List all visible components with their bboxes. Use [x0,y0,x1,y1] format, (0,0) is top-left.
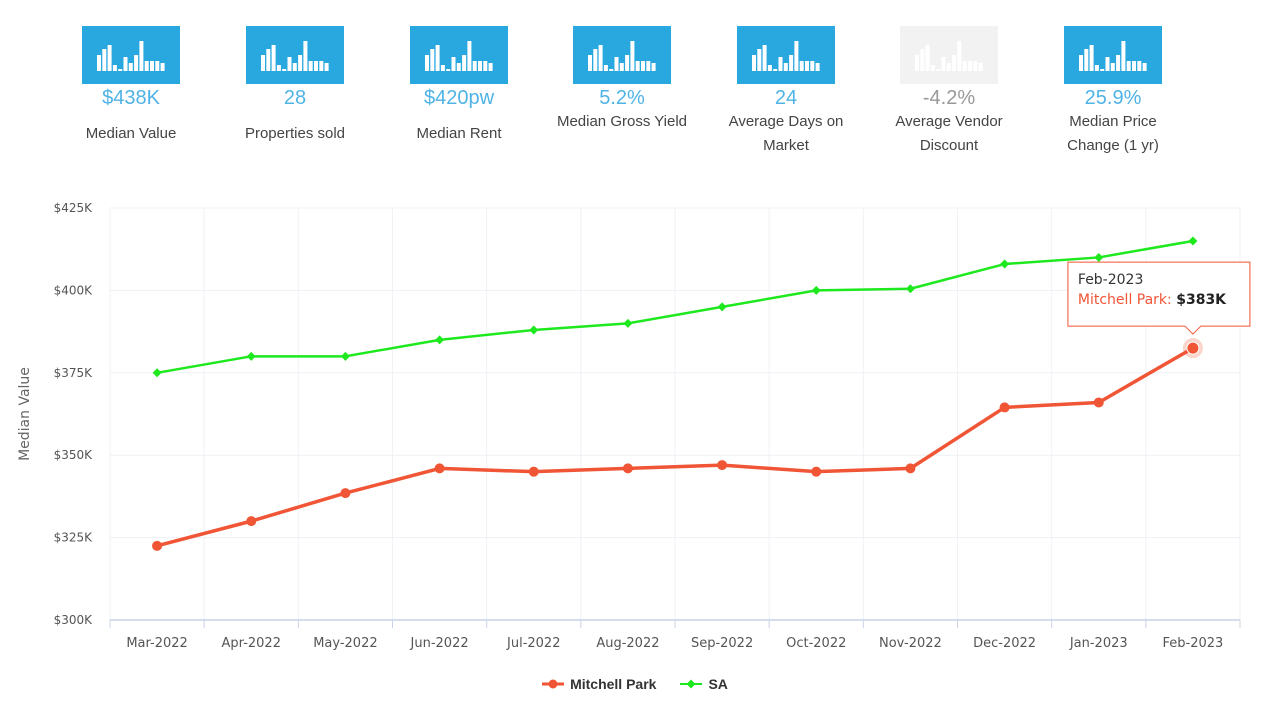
stat-value: 25.9% [1084,87,1142,109]
tooltip-box [1067,261,1251,335]
bar-chart-icon [246,26,344,84]
tooltip-value-line: Mitchell Park: $383K [1078,292,1227,308]
data-point[interactable] [1093,397,1104,408]
x-tick-label: Jul-2022 [506,636,560,651]
x-tick-label: Feb-2023 [1163,636,1224,651]
y-tick-label: $350K [54,448,94,462]
legend-marker-icon [680,679,703,689]
bar-chart-icon [1064,26,1162,84]
tooltip-series-name: Mitchell Park [1078,292,1168,308]
data-point[interactable] [999,402,1010,413]
stat-label: Average Vendor Discount [895,113,1003,154]
stat-0: $438K Median Value [51,26,211,146]
stat-label: Median Rent [416,125,502,142]
data-point[interactable] [152,540,163,551]
x-tick-label: Oct-2022 [786,636,846,651]
data-point[interactable] [623,318,633,328]
stat-label: Median Price Change (1 yr) [1067,113,1159,154]
x-tick-label: Sep-2022 [691,636,753,651]
bar-chart-icon [900,26,998,84]
x-tick-label: Dec-2022 [973,636,1036,651]
data-point[interactable] [435,335,445,345]
stat-value: 24 [774,87,798,109]
data-point[interactable] [811,285,821,295]
data-point[interactable] [246,516,257,527]
legend-item-0[interactable]: Mitchell Park [542,676,656,692]
x-tick-label: Aug-2022 [596,636,659,651]
data-point[interactable] [340,351,350,361]
stat-4: 24 Average Days on Market [706,26,866,158]
x-tick-label: Nov-2022 [879,636,942,651]
x-tick-label: May-2022 [313,636,377,651]
legend-label: Mitchell Park [570,676,657,692]
tooltip: Feb-2023 Mitchell Park: $383K [1067,261,1251,335]
data-point[interactable] [340,488,351,499]
x-tick-label: Jun-2022 [410,636,469,651]
data-point[interactable] [905,463,916,474]
x-tick-label: Apr-2022 [222,636,281,651]
chart-legend: Mitchell Park SA [0,676,1270,694]
stat-label: Properties sold [244,125,346,142]
legend-item-1[interactable]: SA [680,676,728,692]
y-tick-label: $400K [54,283,94,297]
stat-label: Median Value [85,125,177,142]
data-point[interactable] [152,368,162,378]
bar-chart-icon [737,26,835,84]
bar-chart-icon [573,26,671,84]
series-line [156,239,1194,375]
y-axis-title: Median Value [17,367,33,461]
data-point[interactable] [528,466,539,477]
stat-value: 5.2% [599,87,645,109]
stat-label: Median Gross Yield [556,113,688,130]
legend-label: SA [708,676,728,692]
tooltip-colon: : [1167,292,1176,308]
series-line [156,346,1194,548]
stat-value: -4.2% [922,87,976,109]
hover-point[interactable] [1186,341,1200,355]
x-tick-label: Jan-2023 [1069,636,1128,651]
y-tick-label: $325K [54,531,94,545]
stat-1: 28 Properties sold [215,26,375,146]
tooltip-category: Feb-2023 [1078,272,1143,288]
data-point[interactable] [717,460,728,471]
stat-value: 28 [283,87,307,109]
data-point[interactable] [811,466,822,477]
data-point[interactable] [529,325,539,335]
y-tick-label: $425K [54,201,94,215]
data-point[interactable] [905,284,915,294]
stat-2: $420pw Median Rent [379,26,539,146]
data-point[interactable] [1000,259,1010,269]
bar-chart-icon [410,26,508,84]
stat-value: $438K [102,87,160,109]
stat-6: 25.9% Median Price Change (1 yr) [1033,26,1193,158]
x-tick-label: Mar-2022 [126,636,187,651]
median-value-chart: $300K $325K $350K $375K $400K $425K Mar-2022 Ap… [17,201,1251,651]
data-point[interactable] [717,302,727,312]
bar-chart-icon [82,26,180,84]
stats-bar: $438K Median Value 28 Properties sold $420pw… [0,0,1270,180]
data-point[interactable] [1188,236,1198,246]
data-point[interactable] [1094,252,1104,262]
data-point[interactable] [246,351,256,361]
stat-label: Average Days on Market [728,113,844,154]
y-tick-label: $300K [54,613,94,627]
stat-value: $420pw [423,87,495,109]
data-point[interactable] [622,463,633,474]
y-tick-label: $375K [54,366,94,380]
series-0 [152,343,1198,551]
legend-marker-icon [542,679,565,689]
stat-5: -4.2% Average Vendor Discount [869,26,1029,158]
data-point[interactable] [434,463,445,474]
series-1 [152,236,1198,378]
stat-3: 5.2% Median Gross Yield [542,26,702,134]
tooltip-value: $383K [1176,292,1227,308]
